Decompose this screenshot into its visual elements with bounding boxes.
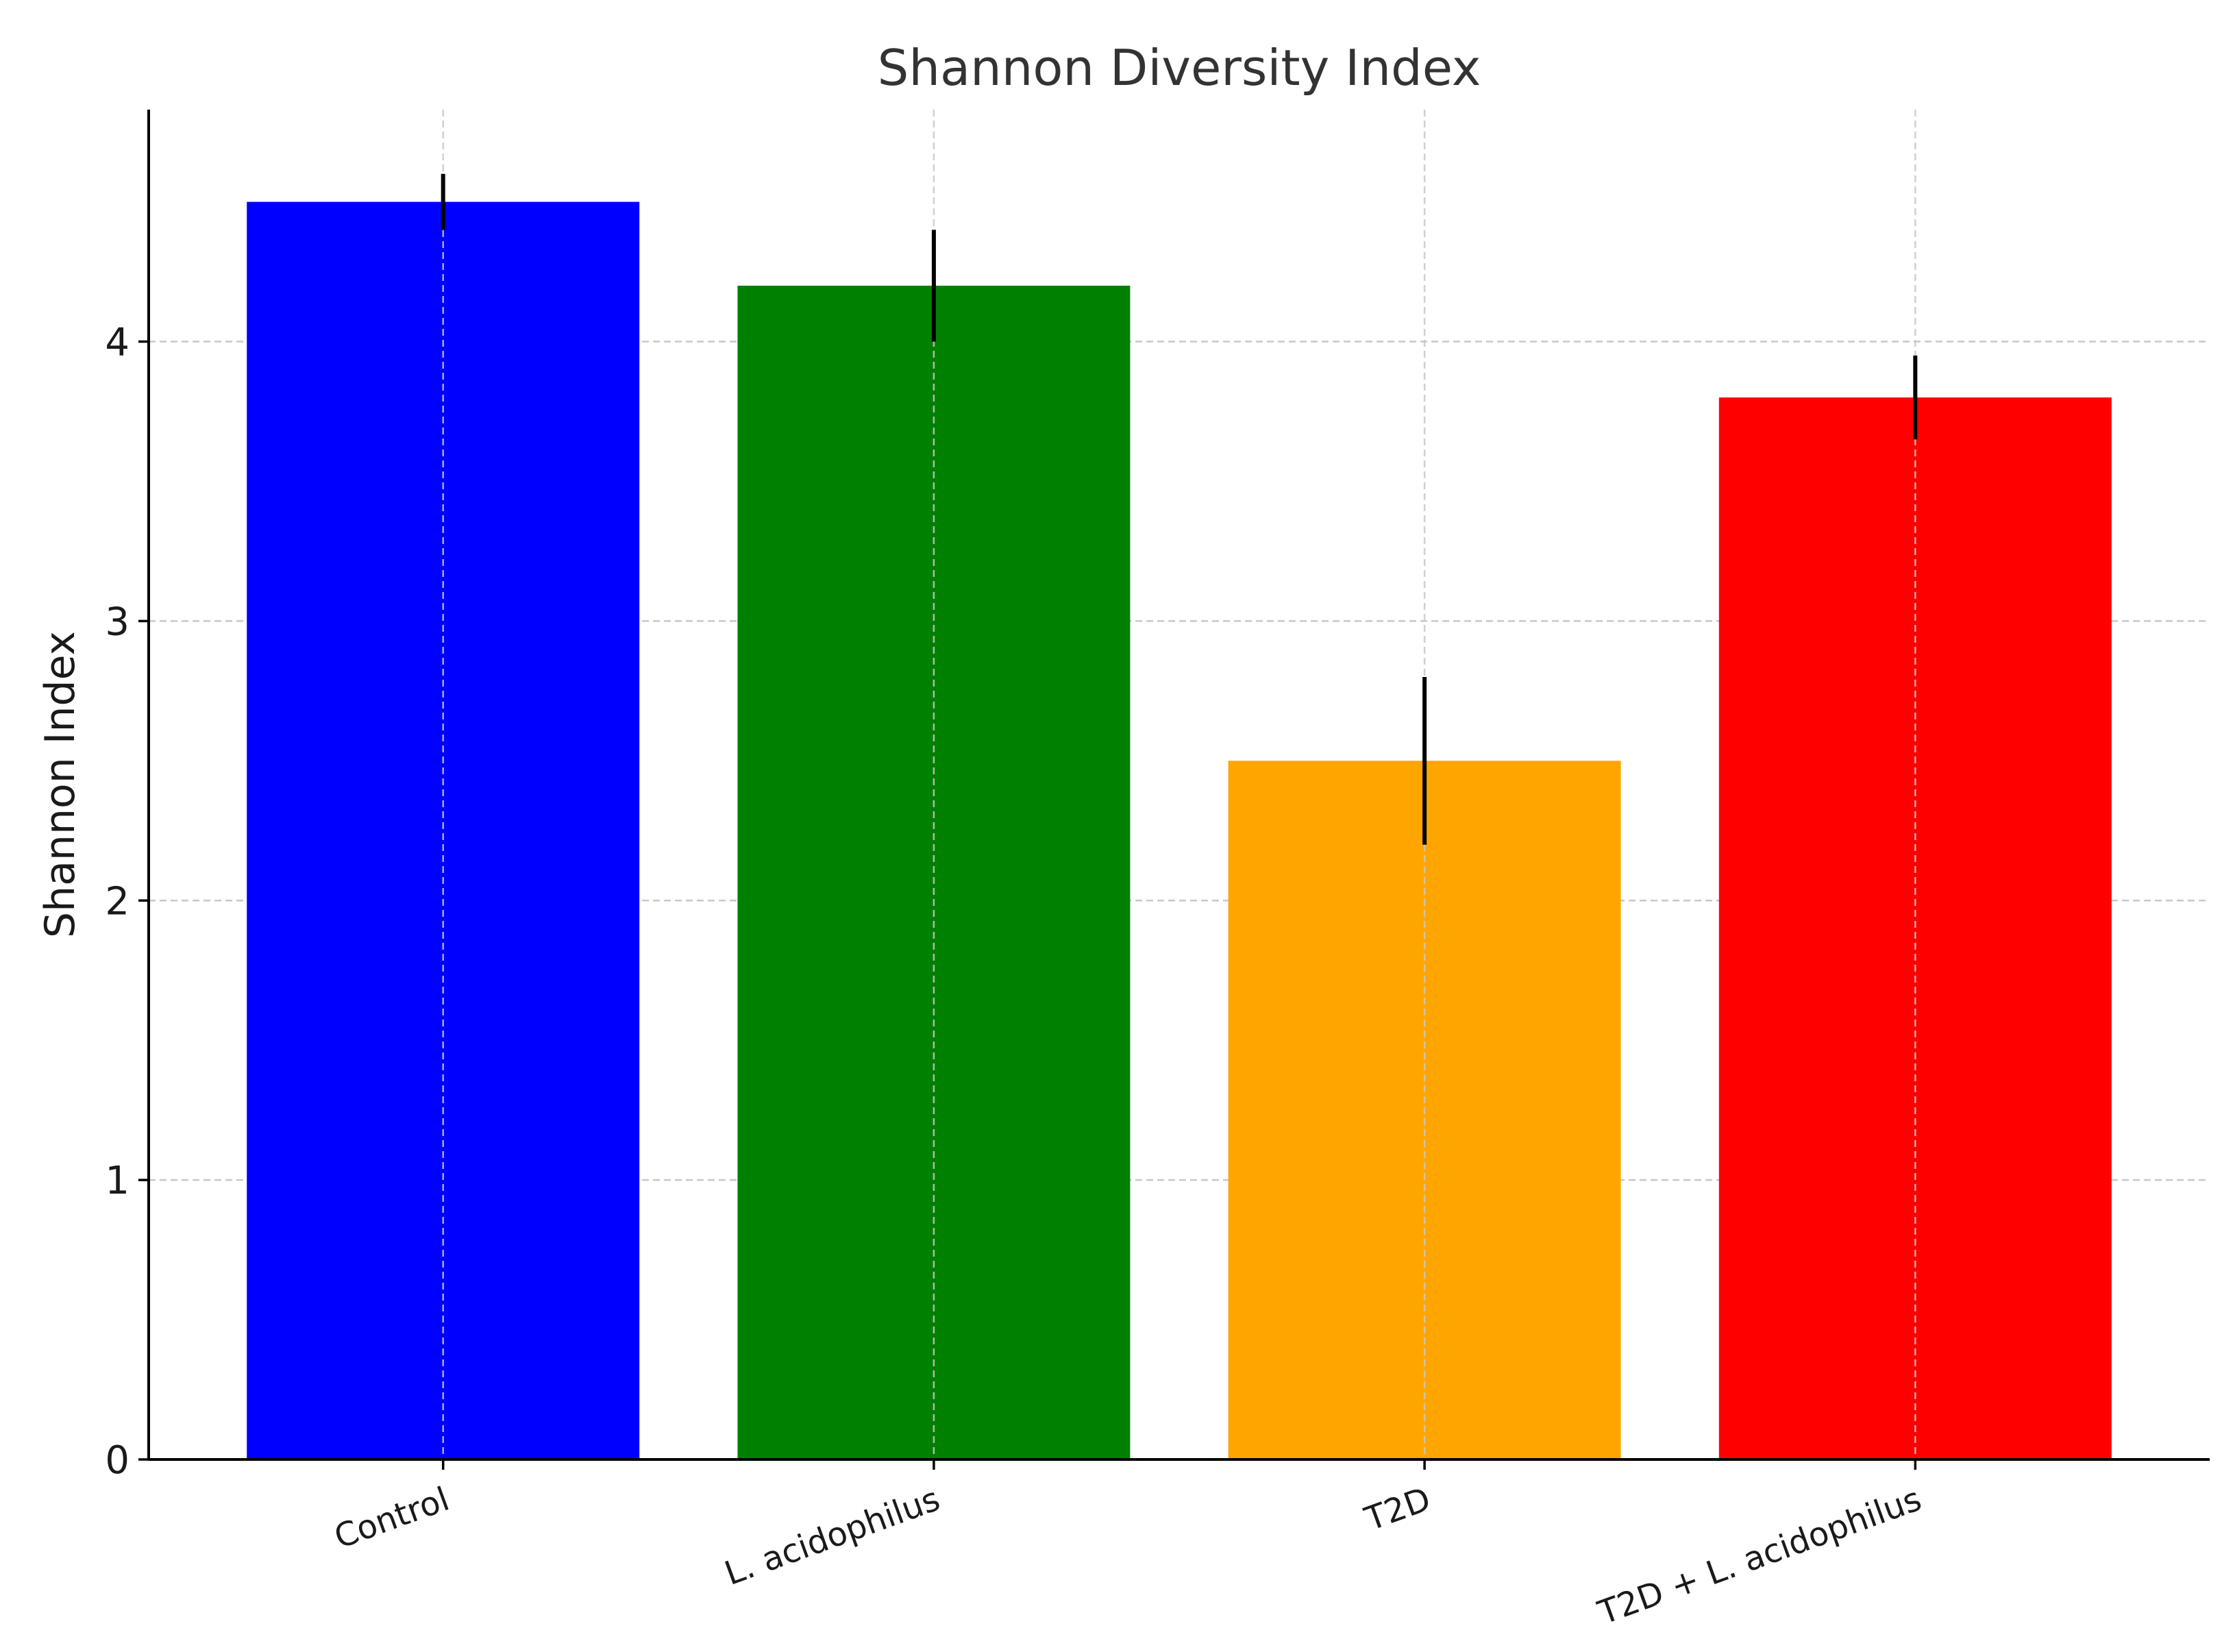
x-tick-label: L. acidophilus	[720, 1480, 946, 1593]
y-tick-label: 0	[105, 1438, 129, 1483]
vertical-grid-lines	[442, 110, 1916, 1459]
y-tick-label: 4	[105, 321, 129, 365]
y-axis-label: Shannon Index	[36, 631, 84, 938]
x-tick-label: T2D + L. acidophilus	[1593, 1480, 1927, 1633]
y-tick-label: 3	[105, 600, 129, 644]
y-tick-label: 2	[105, 879, 129, 924]
error-bars	[441, 173, 1918, 845]
axes	[138, 110, 2210, 1470]
x-tick-label: Control	[330, 1480, 454, 1557]
x-tick-label: T2D	[1359, 1480, 1435, 1539]
chart-title: Shannon Diversity Index	[878, 39, 1481, 97]
y-tick-label: 1	[105, 1159, 129, 1203]
bars	[247, 201, 2112, 1459]
